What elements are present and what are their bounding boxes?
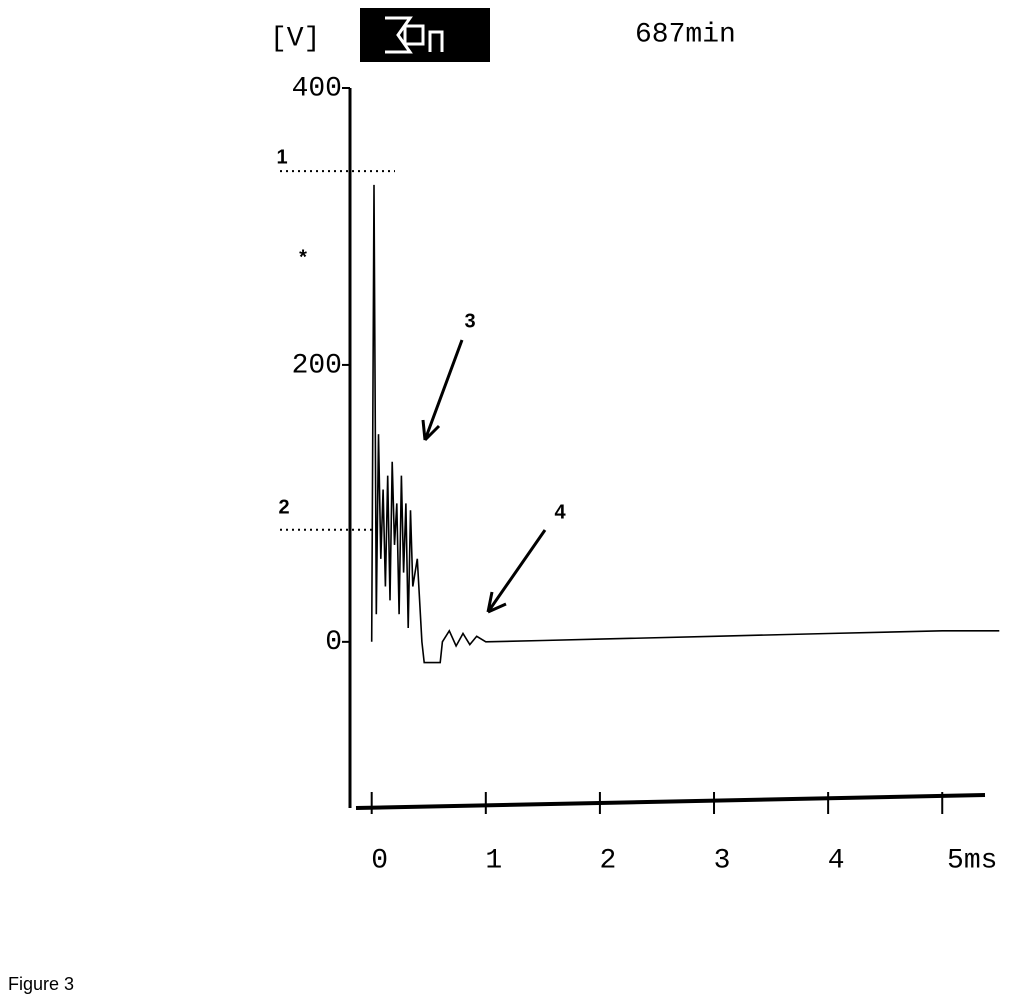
- x-tick-label: 1: [485, 845, 502, 876]
- annotation: 2: [278, 496, 289, 518]
- x-tick-label: 5ms: [947, 845, 997, 876]
- y-tick-label: 200: [292, 350, 342, 381]
- annotation: *: [299, 246, 307, 268]
- mode-icon: [360, 8, 490, 62]
- mode-icon-symbol: [385, 16, 444, 54]
- annotation: 3: [464, 310, 475, 332]
- y-axis-label: [V]: [270, 23, 320, 54]
- x-tick-label: 4: [828, 845, 845, 876]
- caption: Figure 3: [8, 974, 74, 994]
- annotation: 1: [276, 146, 287, 168]
- subtitle: 687min: [635, 19, 736, 50]
- x-tick-label: 2: [600, 845, 617, 876]
- arrow: [421, 339, 464, 442]
- arrow: [486, 529, 547, 614]
- x-axis: [355, 793, 986, 810]
- y-tick-label: 400: [292, 73, 342, 104]
- x-tick-label: 3: [714, 845, 731, 876]
- x-tick-label: 0: [371, 845, 388, 876]
- trace: [370, 184, 1000, 664]
- y-tick-label: 0: [325, 627, 342, 658]
- annotation: 4: [554, 501, 566, 523]
